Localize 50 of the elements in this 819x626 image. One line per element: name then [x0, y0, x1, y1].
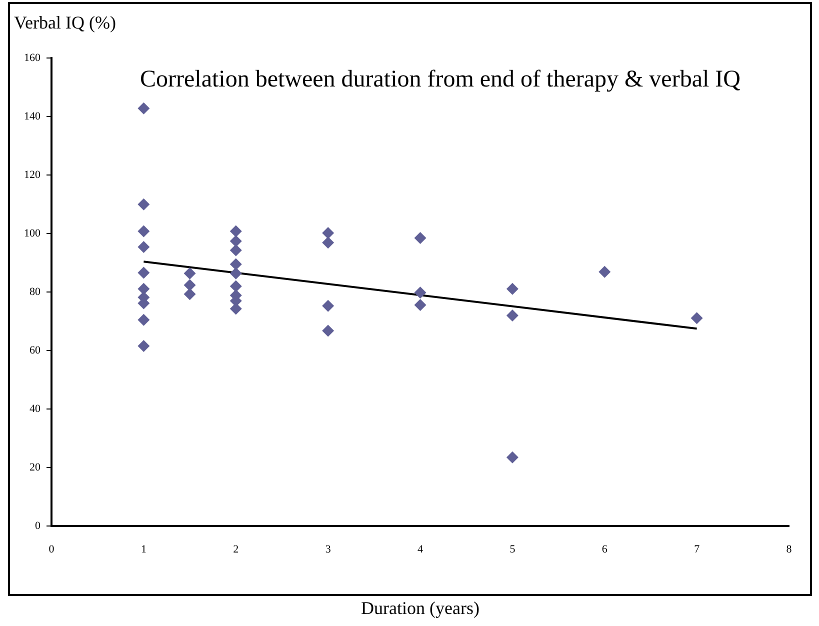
- chart-title: Correlation between duration from end of therapy & verbal IQ: [140, 66, 740, 92]
- x-tick-label: 7: [694, 544, 700, 556]
- x-tick-label: 2: [233, 544, 239, 556]
- point: [138, 314, 150, 326]
- point: [506, 451, 518, 464]
- point: [598, 266, 611, 278]
- point: [184, 279, 196, 292]
- point: [184, 288, 196, 300]
- x-tick-label: 4: [418, 544, 424, 556]
- x-tick-label: 0: [48, 544, 55, 556]
- point: [138, 102, 150, 114]
- point: [414, 298, 426, 311]
- point: [184, 267, 196, 280]
- y-tick-label: 140: [24, 110, 41, 122]
- point: [138, 225, 150, 238]
- point: [230, 244, 242, 256]
- y-tick-label: 160: [24, 52, 41, 64]
- point: [230, 258, 242, 270]
- point: [138, 340, 150, 352]
- y-axis-title: Verbal IQ (%): [14, 12, 116, 33]
- x-tick-label: 6: [602, 544, 608, 556]
- point: [414, 232, 426, 244]
- point: [138, 266, 150, 279]
- point: [414, 286, 426, 299]
- x-axis-title: Duration (years): [361, 598, 480, 618]
- y-tick-label: 20: [30, 462, 41, 474]
- point: [506, 282, 518, 295]
- point: [322, 236, 334, 249]
- point: [322, 324, 334, 337]
- point: [230, 267, 242, 280]
- point: [322, 300, 334, 312]
- point: [230, 225, 242, 238]
- point: [230, 280, 242, 292]
- y-tick-label: 60: [30, 344, 41, 357]
- point: [138, 198, 150, 210]
- y-tick-label: 120: [24, 168, 41, 181]
- point: [322, 226, 334, 239]
- point: [230, 235, 242, 248]
- x-tick-label: 1: [140, 544, 146, 556]
- x-tick-label: 8: [786, 544, 792, 556]
- point: [690, 312, 703, 324]
- x-tick-label: 3: [325, 544, 332, 556]
- y-tick-label: 40: [30, 403, 41, 416]
- x-tick-label: 5: [510, 544, 516, 556]
- point: [138, 282, 150, 295]
- point: [138, 241, 150, 254]
- y-tick-label: 100: [24, 227, 41, 240]
- y-tick-label: 0: [35, 520, 41, 532]
- point: [506, 310, 518, 322]
- y-tick-label: 80: [30, 286, 41, 298]
